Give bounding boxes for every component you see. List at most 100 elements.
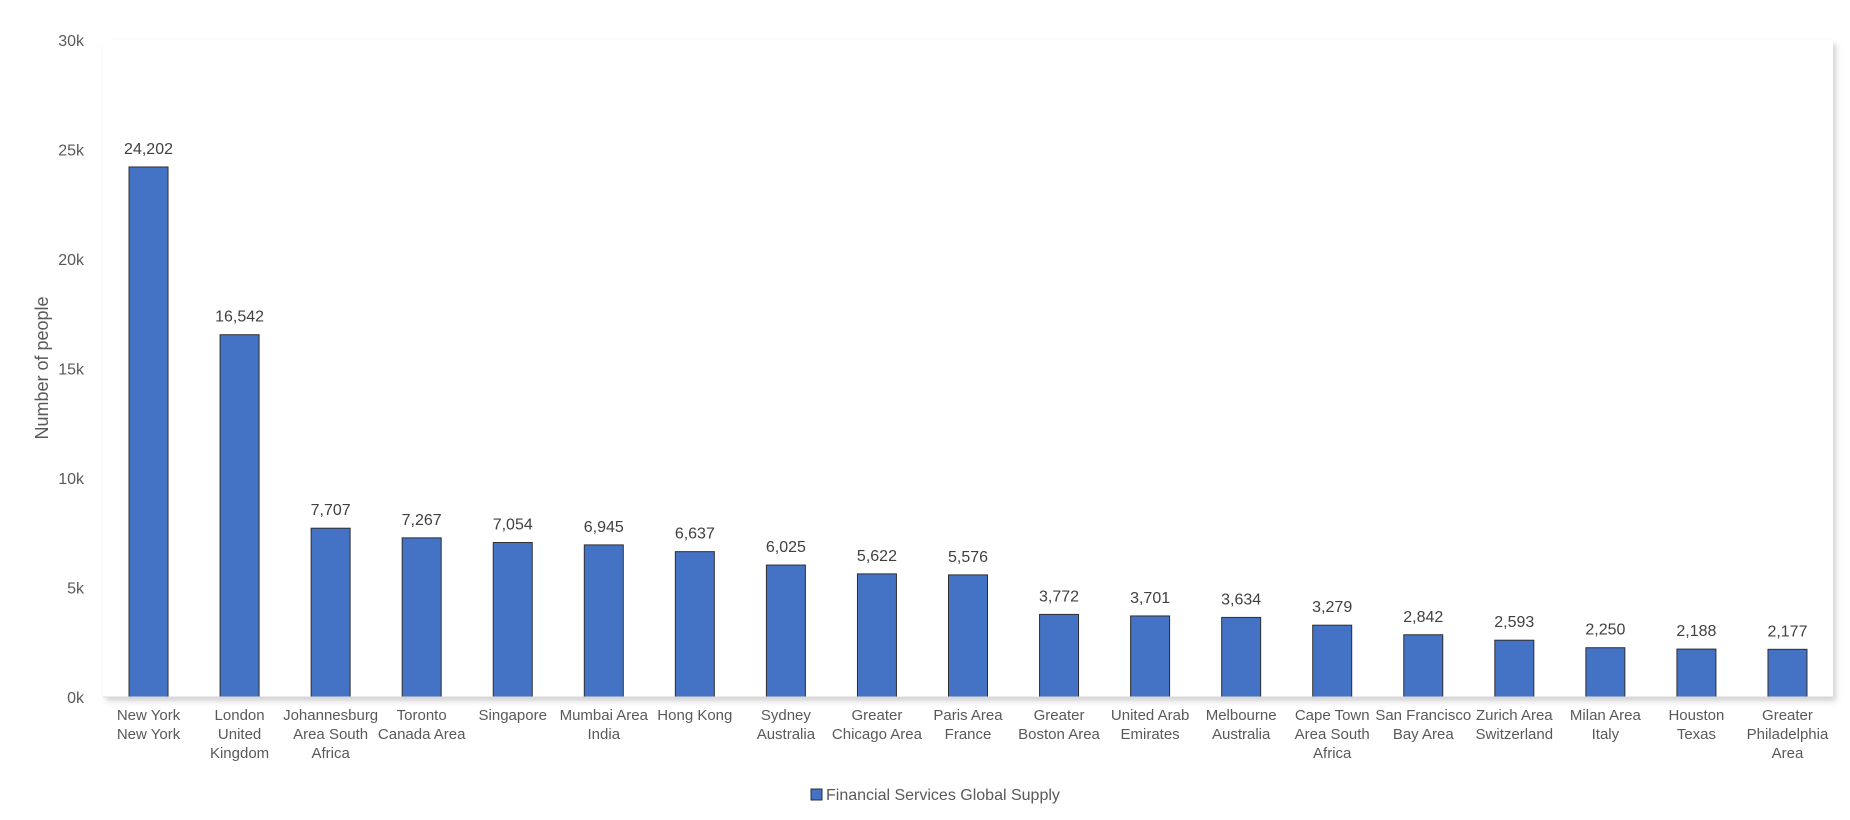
category-label: Milan Area Italy [1570, 707, 1642, 743]
bar [948, 574, 988, 698]
bar [1130, 615, 1171, 698]
category-label-line: Italy [1592, 726, 1620, 743]
bar [583, 544, 624, 698]
category-label-line: Australia [1212, 726, 1271, 743]
data-label: 2,593 [1494, 614, 1534, 631]
data-label: 2,177 [1767, 623, 1807, 640]
category-label: Hong Kong [657, 707, 732, 724]
category-label-line: Paris Area [933, 707, 1003, 724]
category-label-line: United [218, 726, 261, 743]
category-label-line: France [945, 726, 992, 743]
bar [1494, 639, 1535, 698]
legend: Financial Services Global Supply [810, 787, 1060, 804]
category-label-line: Greater [1762, 707, 1813, 724]
data-label: 3,634 [1221, 591, 1261, 608]
data-label: 7,707 [311, 502, 351, 519]
y-tick-label: 30k [58, 33, 85, 50]
bar [1312, 624, 1353, 698]
category-label: Greater Chicago Area [832, 707, 923, 743]
data-label: 16,542 [215, 309, 264, 326]
category-label-line: Mumbai Area [560, 707, 649, 724]
y-axis-ticks: 0k 5k 10k 15k 20k 25k 30k [58, 33, 85, 707]
bar [1221, 616, 1262, 698]
y-tick-label: 0k [67, 690, 85, 707]
bar [1403, 634, 1444, 698]
data-label: 6,637 [675, 526, 715, 543]
category-label: Johannesburg Area South Africa [283, 707, 378, 762]
legend-label: Financial Services Global Supply [826, 787, 1060, 804]
category-label: Singapore [479, 707, 547, 724]
y-tick-label: 5k [67, 581, 85, 598]
category-label-line: Africa [1313, 745, 1352, 762]
category-label-line: Greater [1034, 707, 1085, 724]
category-label: Greater Philadelphia Area [1747, 707, 1829, 762]
bar [1676, 648, 1717, 698]
category-label: United Arab Emirates [1111, 707, 1189, 743]
category-label: Cape Town Area South Africa [1295, 707, 1370, 762]
category-label: Houston Texas [1668, 707, 1724, 743]
data-label: 7,267 [402, 512, 442, 529]
bar [674, 551, 715, 698]
category-label: New York New York [117, 707, 181, 743]
data-label: 3,279 [1312, 599, 1352, 616]
category-label-line: Australia [757, 726, 816, 743]
data-label: 3,701 [1130, 590, 1170, 607]
data-label: 2,250 [1585, 622, 1625, 639]
data-label: 6,945 [584, 519, 624, 536]
category-label-line: Toronto [397, 707, 447, 724]
data-label: 5,622 [857, 548, 897, 565]
category-label-line: Greater [852, 707, 903, 724]
category-label-line: Cape Town [1295, 707, 1370, 724]
bar [1767, 648, 1808, 698]
category-label-line: Singapore [479, 707, 547, 724]
category-label: Melbourne Australia [1206, 707, 1277, 743]
category-label-line: Area [1772, 745, 1804, 762]
category-label-line: Sydney [761, 707, 812, 724]
category-label-line: Kingdom [210, 745, 269, 762]
category-label-line: Houston [1668, 707, 1724, 724]
category-label-line: United Arab [1111, 707, 1189, 724]
category-label-line: New York [117, 707, 181, 724]
bar [1039, 613, 1080, 698]
category-label-line: Milan Area [1570, 707, 1642, 724]
category-label: Paris Area France [933, 707, 1003, 743]
category-labels: New York New York London United Kingdom Johan… [117, 707, 1829, 762]
category-label: London United Kingdom [210, 707, 269, 762]
category-label: San Francisco Bay Area [1375, 707, 1471, 743]
bar [128, 166, 169, 698]
data-label: 2,842 [1403, 609, 1443, 626]
category-label-line: Switzerland [1476, 726, 1554, 743]
y-tick-label: 25k [58, 143, 85, 160]
data-label: 6,025 [766, 539, 806, 556]
category-label-line: Texas [1677, 726, 1716, 743]
data-label: 5,576 [948, 549, 988, 566]
category-label-line: Chicago Area [832, 726, 923, 743]
category-label-line: Bay Area [1393, 726, 1455, 743]
category-label-line: Emirates [1121, 726, 1180, 743]
bar [219, 334, 260, 698]
category-label: Zurich Area Switzerland [1476, 707, 1554, 743]
data-label: 24,202 [124, 141, 173, 158]
category-label-line: Boston Area [1018, 726, 1100, 743]
legend-swatch [810, 788, 823, 801]
bar [401, 537, 442, 698]
category-label-line: Johannesburg [283, 707, 378, 724]
data-label: 7,054 [493, 517, 533, 534]
category-label-line: Philadelphia [1747, 726, 1829, 743]
y-axis-label: Number of people [32, 296, 52, 439]
category-label-line: Africa [311, 745, 350, 762]
bar [492, 542, 533, 698]
category-label: Greater Boston Area [1018, 707, 1100, 743]
data-label: 3,772 [1039, 588, 1079, 605]
category-label-line: Area South [1295, 726, 1370, 743]
category-label-line: New York [117, 726, 181, 743]
data-label: 2,188 [1676, 623, 1716, 640]
category-label-line: London [215, 707, 265, 724]
category-label-line: India [588, 726, 621, 743]
category-label: Mumbai Area India [560, 707, 649, 743]
category-label-line: Area South [293, 726, 368, 743]
category-label-line: Zurich Area [1476, 707, 1553, 724]
bar [310, 527, 351, 698]
y-tick-label: 10k [58, 471, 85, 488]
bar [765, 564, 806, 698]
